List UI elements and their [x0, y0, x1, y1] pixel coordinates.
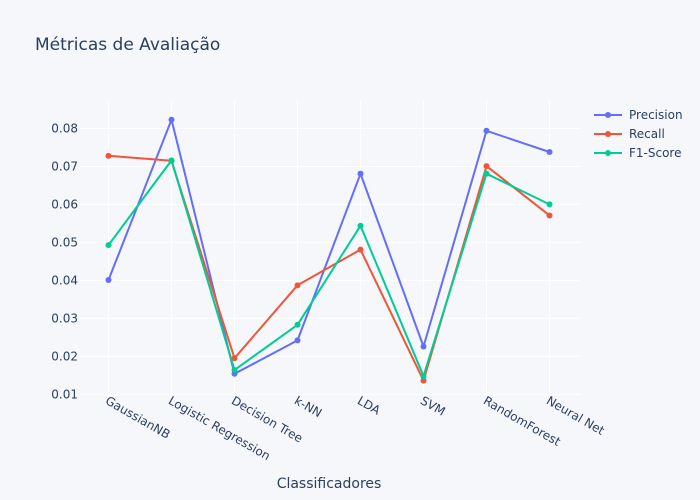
data-point[interactable]: [420, 377, 427, 384]
legend-swatch-marker: [605, 150, 611, 156]
y-tick-labels: 0.01 0.02 0.03 0.04 0.05 0.06 0.07 0.08: [51, 121, 78, 401]
y-tick-label: 0.04: [51, 273, 78, 287]
series-line-f1-score[interactable]: [107, 159, 550, 378]
legend-swatch-marker: [605, 112, 611, 118]
data-point[interactable]: [105, 242, 112, 249]
data-point[interactable]: [231, 355, 238, 362]
data-point[interactable]: [420, 373, 427, 380]
y-tick-label: 0.02: [51, 349, 78, 363]
data-point[interactable]: [357, 170, 364, 177]
data-point[interactable]: [294, 337, 301, 344]
data-point[interactable]: [357, 246, 364, 253]
y-tick-label: 0.01: [51, 387, 78, 401]
grid-lines: [80, 100, 580, 400]
y-tick-label: 0.03: [51, 311, 78, 325]
legend[interactable]: Precision Recall F1-Score: [594, 108, 683, 160]
series-layer: [105, 116, 553, 384]
data-point[interactable]: [420, 343, 427, 350]
chart-title: Métricas de Avaliação: [35, 35, 220, 55]
data-point[interactable]: [357, 222, 364, 229]
data-point[interactable]: [105, 152, 112, 159]
data-point[interactable]: [294, 321, 301, 328]
legend-item-recall[interactable]: Recall: [594, 127, 665, 141]
legend-label: F1-Score: [629, 146, 681, 160]
y-tick-label: 0.07: [51, 159, 78, 173]
data-point[interactable]: [483, 170, 490, 177]
data-point[interactable]: [546, 201, 553, 208]
data-point[interactable]: [483, 163, 490, 170]
data-point[interactable]: [105, 277, 112, 283]
data-point[interactable]: [483, 127, 490, 134]
legend-item-precision[interactable]: Precision: [594, 108, 683, 122]
y-tick-label: 0.08: [51, 121, 78, 135]
y-tick-label: 0.05: [51, 235, 78, 249]
data-point[interactable]: [231, 367, 238, 373]
y-tick-label: 0.06: [51, 197, 78, 211]
data-point[interactable]: [546, 149, 553, 156]
legend-label: Precision: [629, 108, 683, 122]
legend-swatch-marker: [605, 131, 611, 137]
data-point[interactable]: [294, 282, 301, 289]
data-point[interactable]: [546, 212, 553, 219]
data-point[interactable]: [168, 157, 175, 164]
legend-label: Recall: [629, 127, 665, 141]
legend-item-f1-score[interactable]: F1-Score: [594, 146, 681, 160]
data-point[interactable]: [168, 116, 175, 123]
x-axis-title: Classificadores: [277, 476, 382, 492]
series-line-precision[interactable]: [107, 118, 550, 375]
